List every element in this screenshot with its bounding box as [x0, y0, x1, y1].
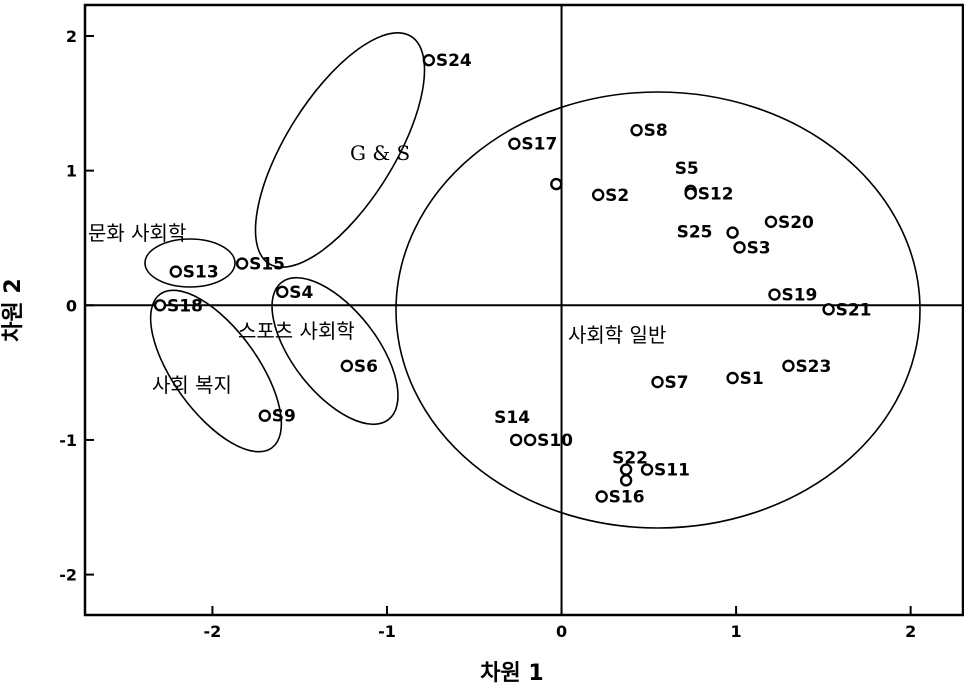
point-label: S11 — [654, 461, 690, 481]
y-tick-label: -1 — [59, 431, 77, 450]
data-point — [630, 124, 643, 137]
point-label: S1 — [740, 369, 764, 389]
data-point — [733, 241, 746, 254]
y-tick-label: 0 — [66, 296, 77, 315]
point-label: S23 — [795, 357, 831, 377]
point-label: S25 — [677, 223, 713, 243]
data-point — [235, 257, 249, 270]
axes: -2 -1 0 1 2 -2 -1 0 1 2 — [59, 3, 964, 641]
x-tick-label: -2 — [204, 622, 222, 641]
point-label: S15 — [249, 255, 285, 275]
point-label: S5 — [675, 159, 699, 179]
y-tick-label: 2 — [66, 27, 77, 46]
point-label: S13 — [183, 263, 219, 283]
data-point — [684, 187, 697, 200]
point-label: S9 — [272, 407, 296, 427]
group-label: 사회 복지 — [152, 373, 232, 397]
point-label: S17 — [521, 135, 557, 155]
data-point — [169, 265, 182, 278]
point-label: S8 — [644, 121, 668, 141]
ellipse-gs — [254, 32, 426, 268]
plot-frame — [83, 3, 964, 617]
group-ellipses — [144, 32, 921, 529]
data-point — [782, 359, 795, 373]
point-label: S12 — [698, 185, 734, 205]
point-label: S7 — [665, 373, 689, 393]
data-point — [153, 299, 167, 312]
y-tick-label: 1 — [66, 162, 77, 181]
point-label: S2 — [605, 186, 629, 206]
y-axis-title: 차원 2 — [1, 278, 26, 341]
ellipse-sports — [271, 276, 399, 426]
data-point — [508, 137, 521, 150]
point-label: S3 — [747, 238, 771, 258]
point-label: S24 — [436, 51, 472, 71]
point-label: S22 — [612, 449, 648, 469]
x-tick-label: -1 — [378, 622, 396, 641]
x-tick-label: 1 — [731, 622, 742, 641]
point-label: S6 — [354, 357, 378, 377]
point-label: S21 — [836, 300, 872, 320]
group-label: 사회학 일반 — [568, 323, 666, 347]
x-axis-title: 차원 1 — [480, 661, 543, 686]
group-label: G & S — [350, 141, 410, 165]
data-point — [651, 375, 664, 389]
point-label: S16 — [609, 488, 645, 508]
data-point — [523, 433, 537, 447]
data-point — [591, 188, 605, 202]
point-label: S20 — [778, 213, 814, 233]
x-tick-label: 0 — [556, 622, 567, 641]
point-label: S10 — [537, 431, 573, 451]
group-label: 문화 사회학 — [88, 221, 186, 245]
ellipse-culture — [144, 238, 236, 288]
data-point — [550, 177, 563, 191]
data-point — [726, 371, 739, 385]
ellipse-welfare — [149, 289, 283, 453]
x-tick-label: 2 — [905, 622, 916, 641]
group-label: 스포츠 사회학 — [238, 319, 355, 343]
data-point — [764, 215, 778, 228]
data-point — [768, 288, 781, 301]
point-label: S19 — [781, 286, 817, 306]
data-point — [822, 303, 835, 316]
data-point — [595, 490, 608, 503]
point-label: S18 — [167, 296, 203, 316]
data-point — [340, 359, 354, 373]
data-point — [726, 226, 739, 239]
data-point — [258, 409, 271, 422]
point-label: S4 — [289, 283, 313, 303]
data-point — [509, 433, 523, 447]
y-tick-label: -2 — [59, 566, 77, 585]
ellipse-general — [395, 91, 921, 529]
data-point — [619, 474, 633, 487]
point-label: S14 — [494, 408, 530, 428]
data-point — [640, 463, 654, 476]
data-point — [422, 54, 436, 67]
data-point — [276, 285, 289, 299]
